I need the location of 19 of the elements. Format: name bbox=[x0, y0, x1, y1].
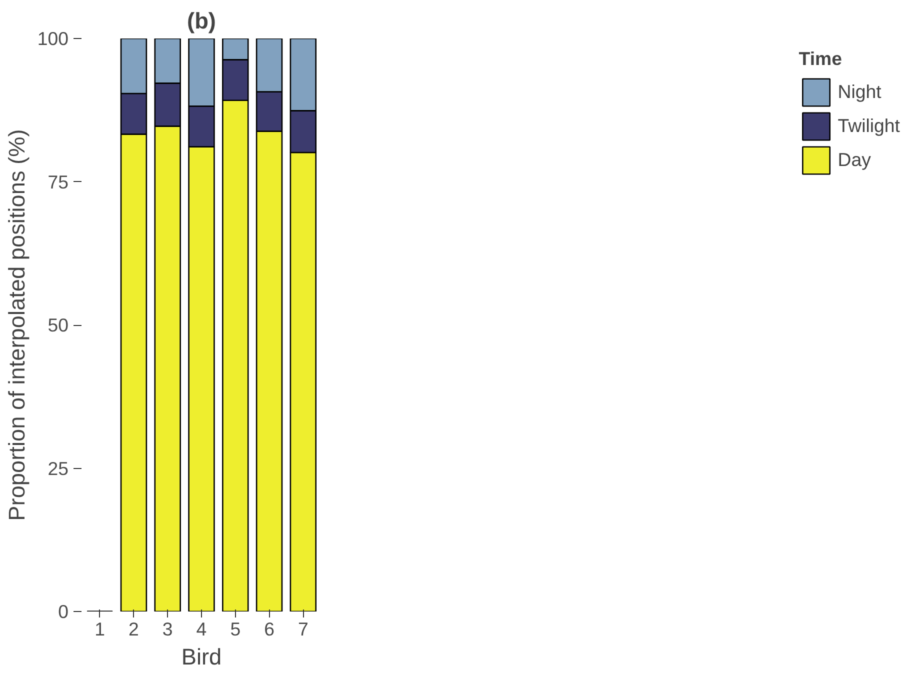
legend-label: Day bbox=[838, 148, 871, 172]
y-tick-label: 0 bbox=[58, 601, 69, 622]
legend-label: Twilight bbox=[838, 114, 900, 138]
x-tick-label: 3 bbox=[162, 618, 173, 640]
y-tick-label: 75 bbox=[48, 171, 69, 192]
legend-title: Time bbox=[798, 48, 843, 70]
x-tick-label: 6 bbox=[264, 618, 274, 640]
x-axis-title: Bird bbox=[181, 644, 222, 670]
x-tick-label: 4 bbox=[196, 618, 207, 640]
y-tick-label: 100 bbox=[37, 28, 69, 49]
y-axis-title: Proportion of interpolated positions (%) bbox=[3, 129, 30, 521]
chart-title: (b) bbox=[187, 8, 216, 34]
x-tick-label: 5 bbox=[230, 618, 241, 640]
y-tick-label: 25 bbox=[48, 458, 69, 479]
x-tick-label: 1 bbox=[94, 618, 106, 640]
x-tick-label: 7 bbox=[298, 618, 308, 640]
x-tick-label: 2 bbox=[128, 618, 139, 640]
legend-label: Night bbox=[838, 80, 882, 104]
y-tick-label: 50 bbox=[48, 314, 69, 336]
